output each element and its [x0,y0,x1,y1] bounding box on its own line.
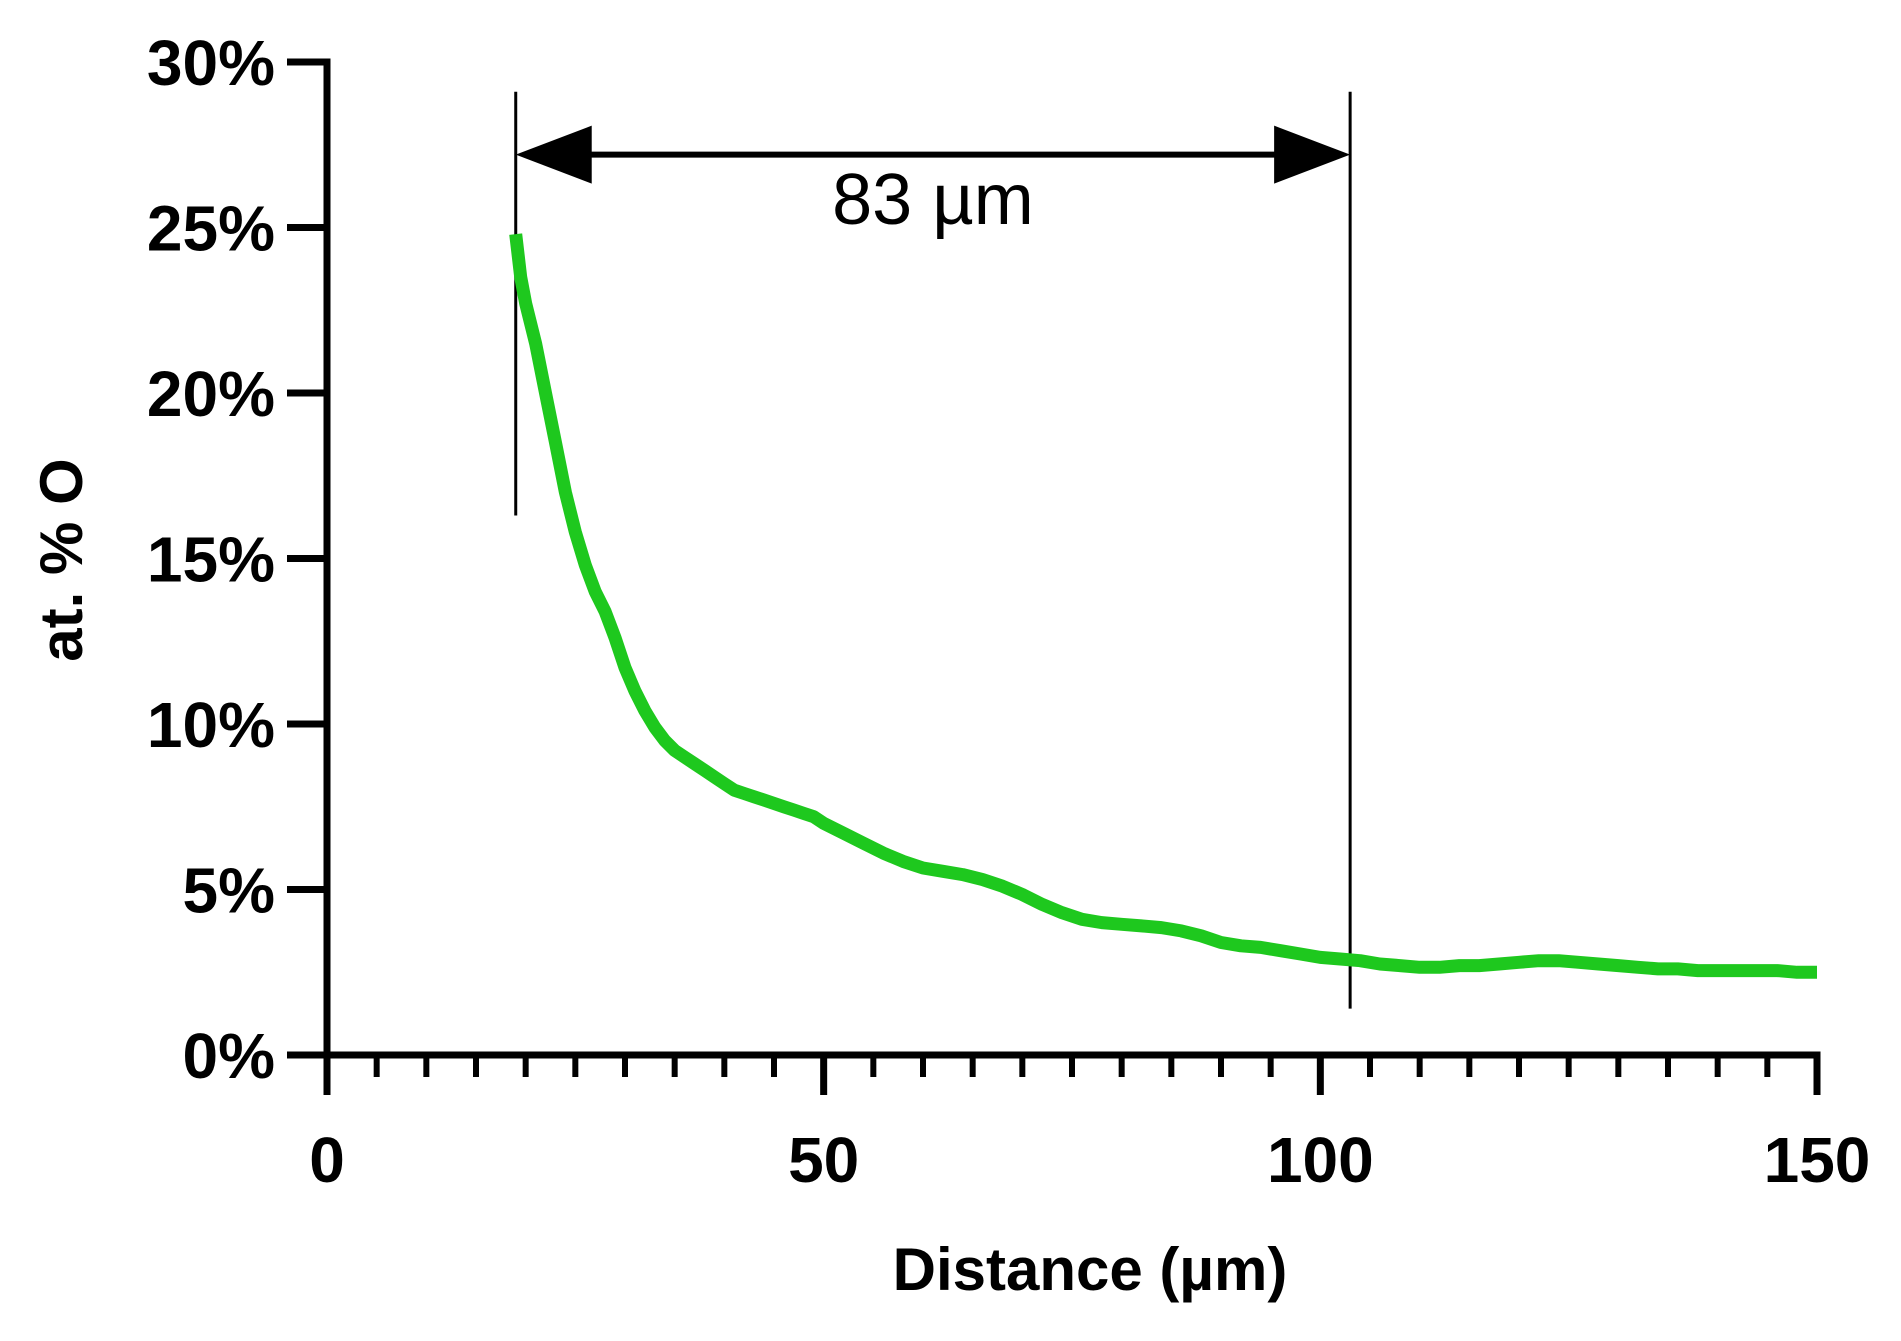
y-axis-title: at. % O [28,458,95,661]
x-tick-label: 150 [1764,1124,1871,1196]
y-tick-label: 10% [147,689,275,761]
arrow-head-left [515,125,592,184]
x-tick-label: 50 [788,1124,859,1196]
annotations [514,91,1352,1009]
axes [287,58,1821,1095]
series-layer [509,233,1817,979]
annotation-label: 83 µm [832,160,1034,240]
y-tick-label: 0% [183,1020,276,1092]
series-line-0 [509,233,1817,979]
y-tick-label: 25% [147,193,275,265]
y-tick-label: 20% [147,358,275,430]
y-tick-label: 5% [183,855,276,927]
arrow-head-right [1274,125,1351,184]
x-axis-title: Distance (µm) [893,1236,1288,1303]
labels: 0% 5% 10% 15% 20% 25% 30% 0 50 100 150 Distance (µm… [28,27,1870,1303]
y-tick-label: 30% [147,27,275,99]
x-tick-label: 100 [1267,1124,1374,1196]
x-tick-label: 0 [309,1124,345,1196]
y-tick-label: 15% [147,524,275,596]
